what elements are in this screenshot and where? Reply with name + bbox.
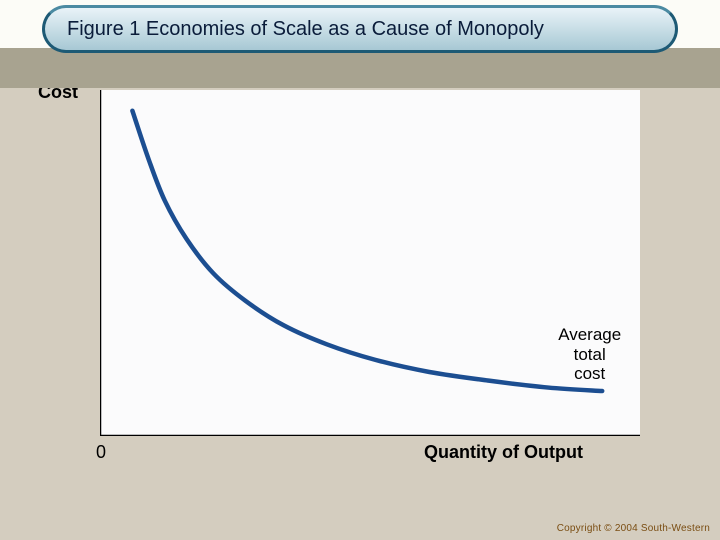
figure-title-text: Figure 1 Economies of Scale as a Cause o…: [67, 18, 544, 41]
main-area: Cost Average total cost 0 Quantity of Ou…: [0, 88, 720, 540]
curve-label-line1: Average: [558, 325, 621, 345]
curve-label: Average total cost: [558, 325, 621, 384]
origin-label: 0: [96, 442, 106, 463]
curve-label-line2: total: [558, 345, 621, 365]
plot-bg: [100, 90, 640, 436]
chart: Cost Average total cost 0 Quantity of Ou…: [38, 88, 682, 488]
x-axis-label: Quantity of Output: [424, 442, 583, 463]
curve-label-line3: cost: [558, 364, 621, 384]
chart-svg: [100, 90, 640, 436]
plot-area: [100, 90, 640, 436]
copyright-text: Copyright © 2004 South-Western: [557, 523, 710, 534]
figure-title-pill: Figure 1 Economies of Scale as a Cause o…: [42, 5, 678, 53]
mid-band: [0, 48, 720, 88]
